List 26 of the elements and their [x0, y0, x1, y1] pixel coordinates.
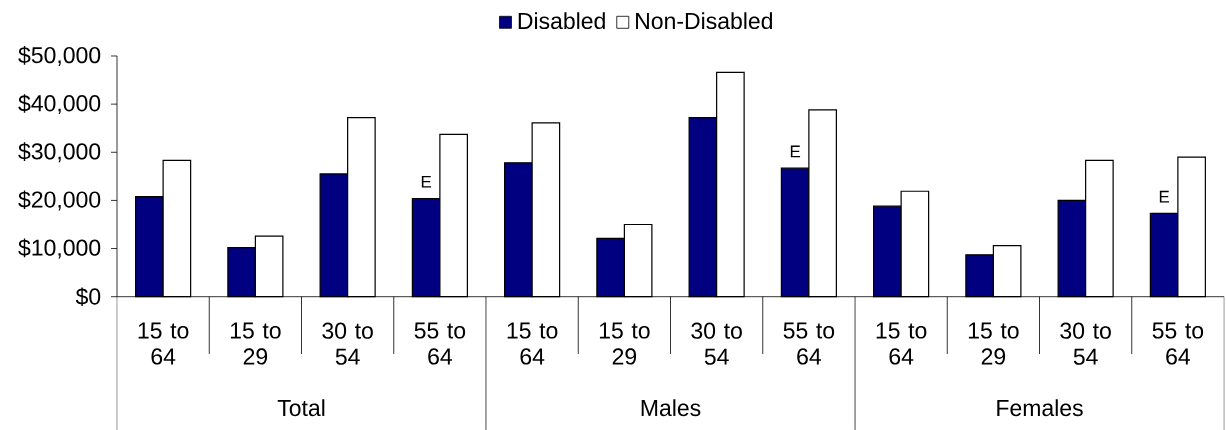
y-tick-label: $30,000 [18, 142, 101, 163]
x-tick-label: 55 to 64 [1152, 322, 1204, 365]
x-tick-label: 55 to 64 [414, 322, 466, 365]
x-tick-label: 30 to 54 [691, 322, 742, 365]
x-tick-label: 15 to 29 [599, 322, 650, 365]
data-label: E [1159, 190, 1170, 203]
y-tick-label: $40,000 [18, 93, 101, 114]
y-tick-label: $10,000 [18, 238, 101, 259]
y-tick-label: $50,000 [18, 45, 101, 66]
text: Females [997, 399, 1083, 416]
x-tick-label: 30 to 54 [322, 322, 373, 365]
x-tick-label: 15 to 64 [876, 322, 927, 365]
x-tick-label: 15 to 29 [968, 322, 1019, 365]
y-tick-label: $0 [75, 287, 101, 306]
data-label: E [421, 175, 432, 188]
x-tick-label: 15 to 29 [230, 322, 281, 365]
text: Males [641, 399, 701, 416]
x-tick-label: 15 to 64 [507, 322, 558, 365]
text: Total [277, 399, 325, 416]
x-tick-label: 15 to 64 [138, 322, 189, 365]
x-tick-label: 55 to 64 [783, 322, 835, 365]
legend-label: Non-Disabled [636, 12, 772, 29]
data-label: E [790, 145, 801, 158]
legend-label: Disabled [518, 12, 605, 29]
y-tick-label: $20,000 [18, 190, 101, 211]
x-tick-label: 30 to 54 [1060, 322, 1111, 365]
